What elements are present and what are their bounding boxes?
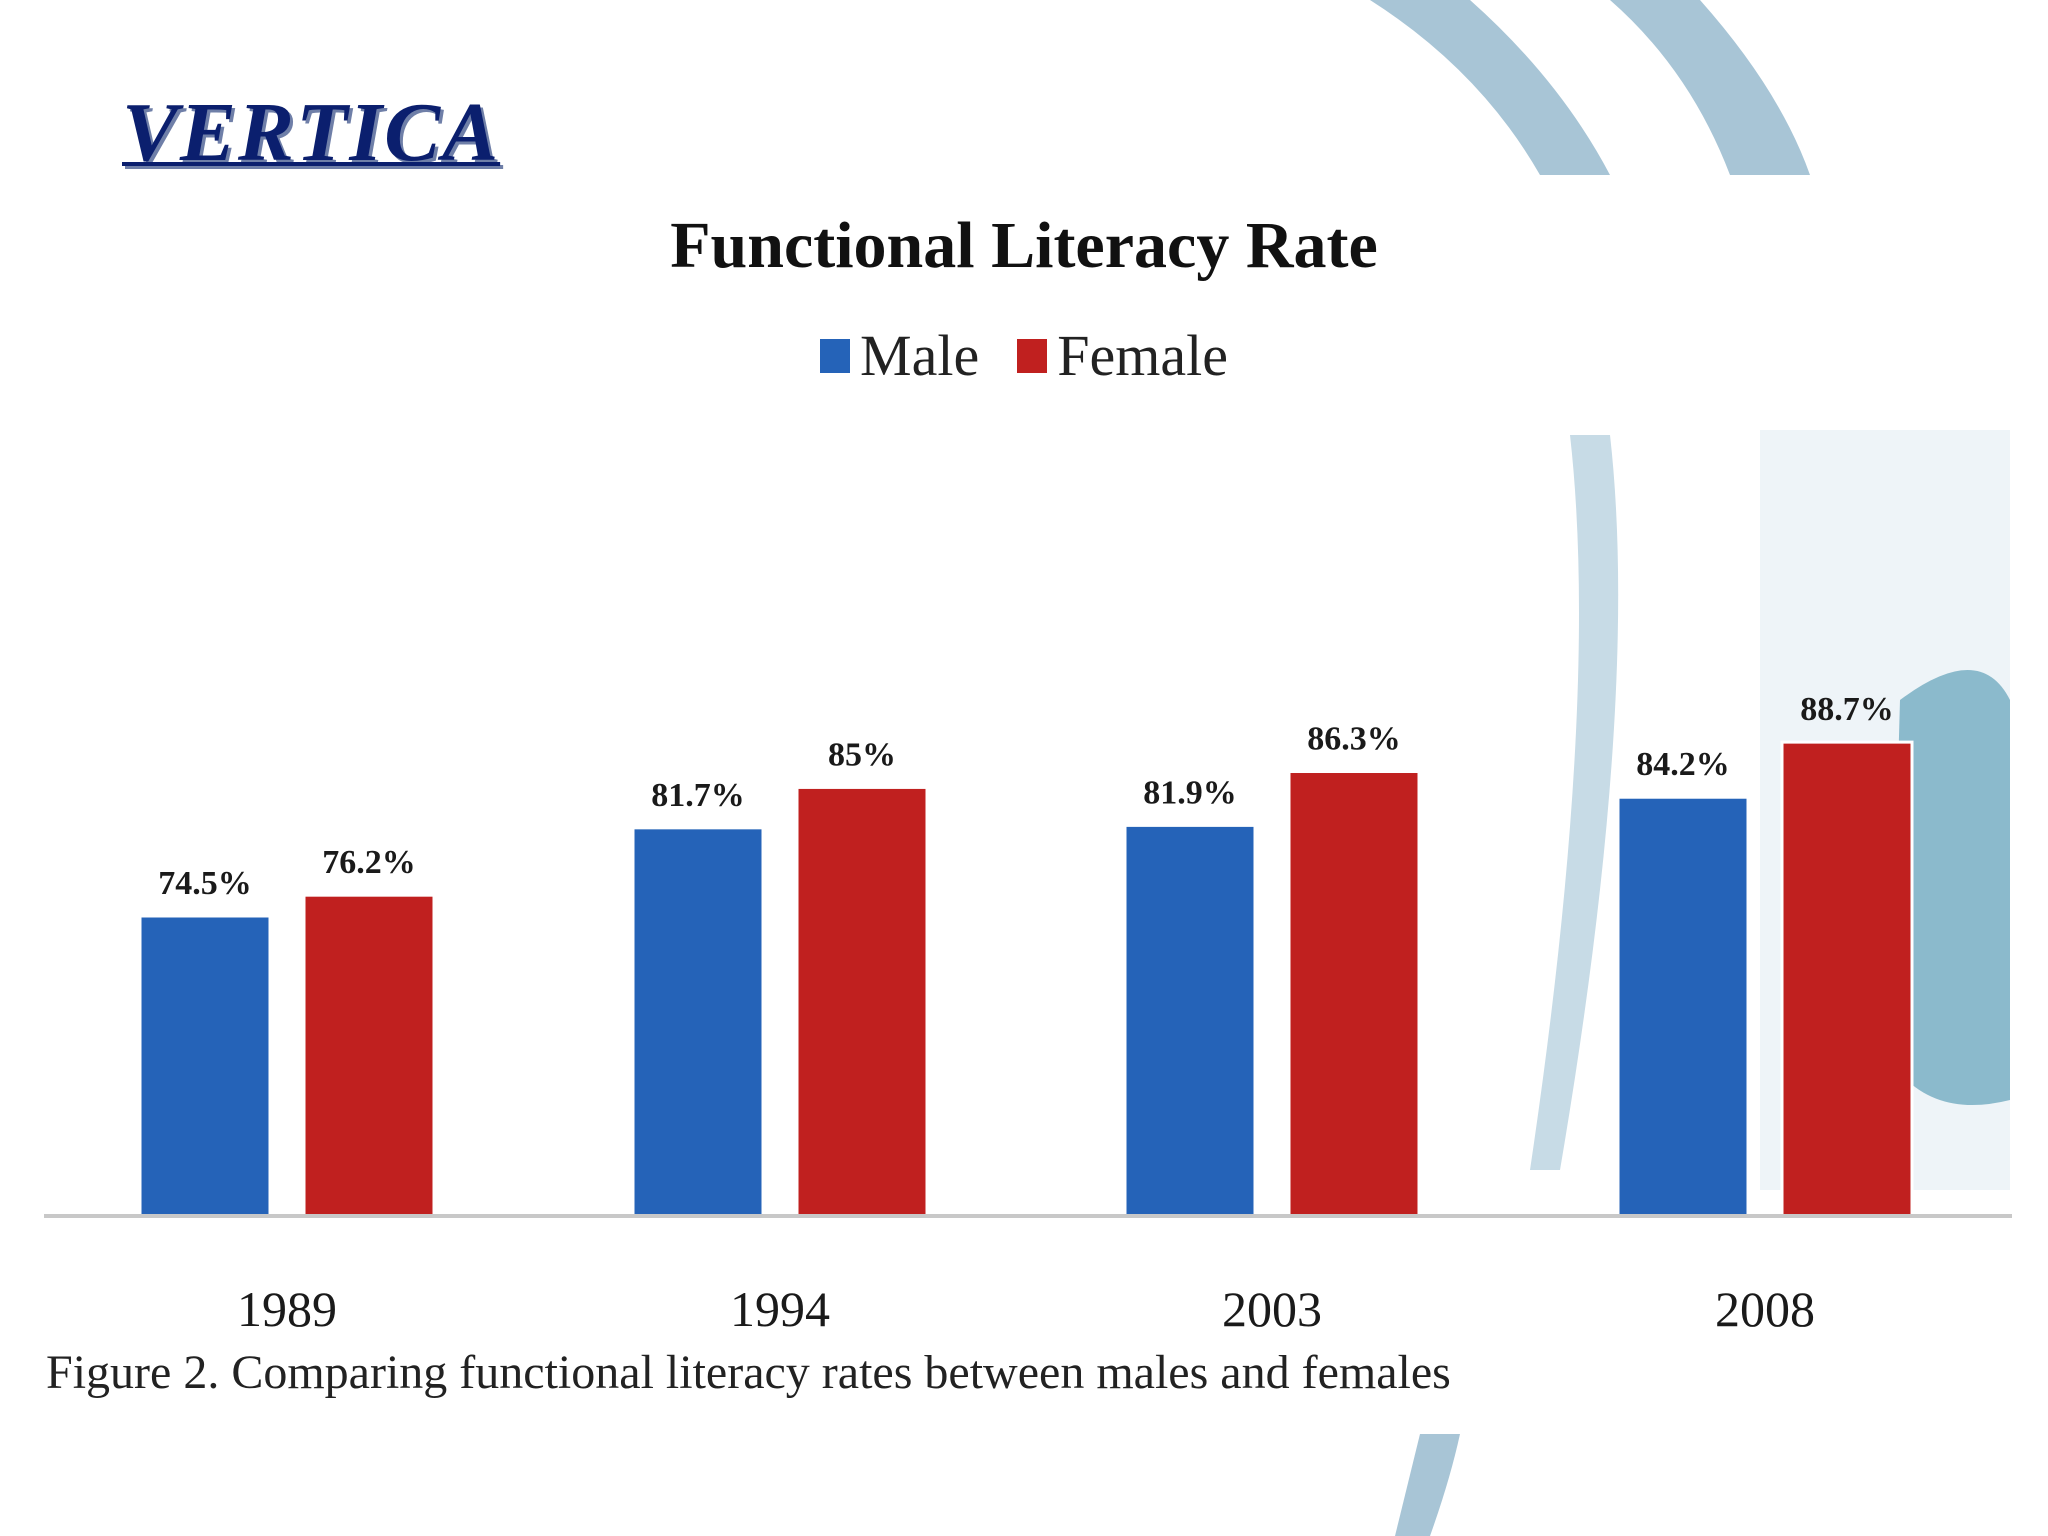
x-tick-label-1989: 1989 <box>237 1281 337 1337</box>
chart-legend: Male Female <box>0 322 2048 389</box>
chart-title: Functional Literacy Rate <box>670 209 1378 282</box>
x-tick-label-1994: 1994 <box>730 1281 830 1337</box>
data-label-female-2008: 88.7% <box>1800 691 1894 728</box>
legend-swatch-male <box>820 338 851 373</box>
bar-female-2003 <box>1287 770 1421 1218</box>
bar-female-1989 <box>302 893 436 1218</box>
data-label-male-2003: 81.9% <box>1143 774 1237 811</box>
data-label-female-1989: 76.2% <box>322 844 416 881</box>
bar-female-2008 <box>1780 740 1914 1218</box>
bar-female-1994 <box>795 785 929 1218</box>
bar-male-2003 <box>1123 823 1257 1218</box>
bar-male-1989 <box>138 914 272 1218</box>
x-tick-label-2008: 2008 <box>1715 1281 1815 1337</box>
bar-male-1994 <box>631 826 765 1218</box>
vertica-logo: VERTICA <box>122 86 501 179</box>
data-label-male-2008: 84.2% <box>1636 746 1730 783</box>
legend-label-male: Male <box>860 323 980 388</box>
x-tick-label-2003: 2003 <box>1222 1281 1322 1337</box>
legend-item-female: Female <box>1017 322 1228 389</box>
legend-item-male: Male <box>820 322 979 389</box>
data-label-female-1994: 85% <box>828 736 896 773</box>
bar-male-2008 <box>1616 795 1750 1218</box>
data-label-female-2003: 86.3% <box>1307 721 1401 758</box>
data-label-male-1994: 81.7% <box>651 777 745 814</box>
figure-caption: Figure 2. Comparing functional literacy … <box>46 1346 1451 1399</box>
legend-label-female: Female <box>1057 323 1228 388</box>
legend-swatch-female <box>1017 338 1048 373</box>
data-label-male-1989: 74.5% <box>158 865 252 902</box>
